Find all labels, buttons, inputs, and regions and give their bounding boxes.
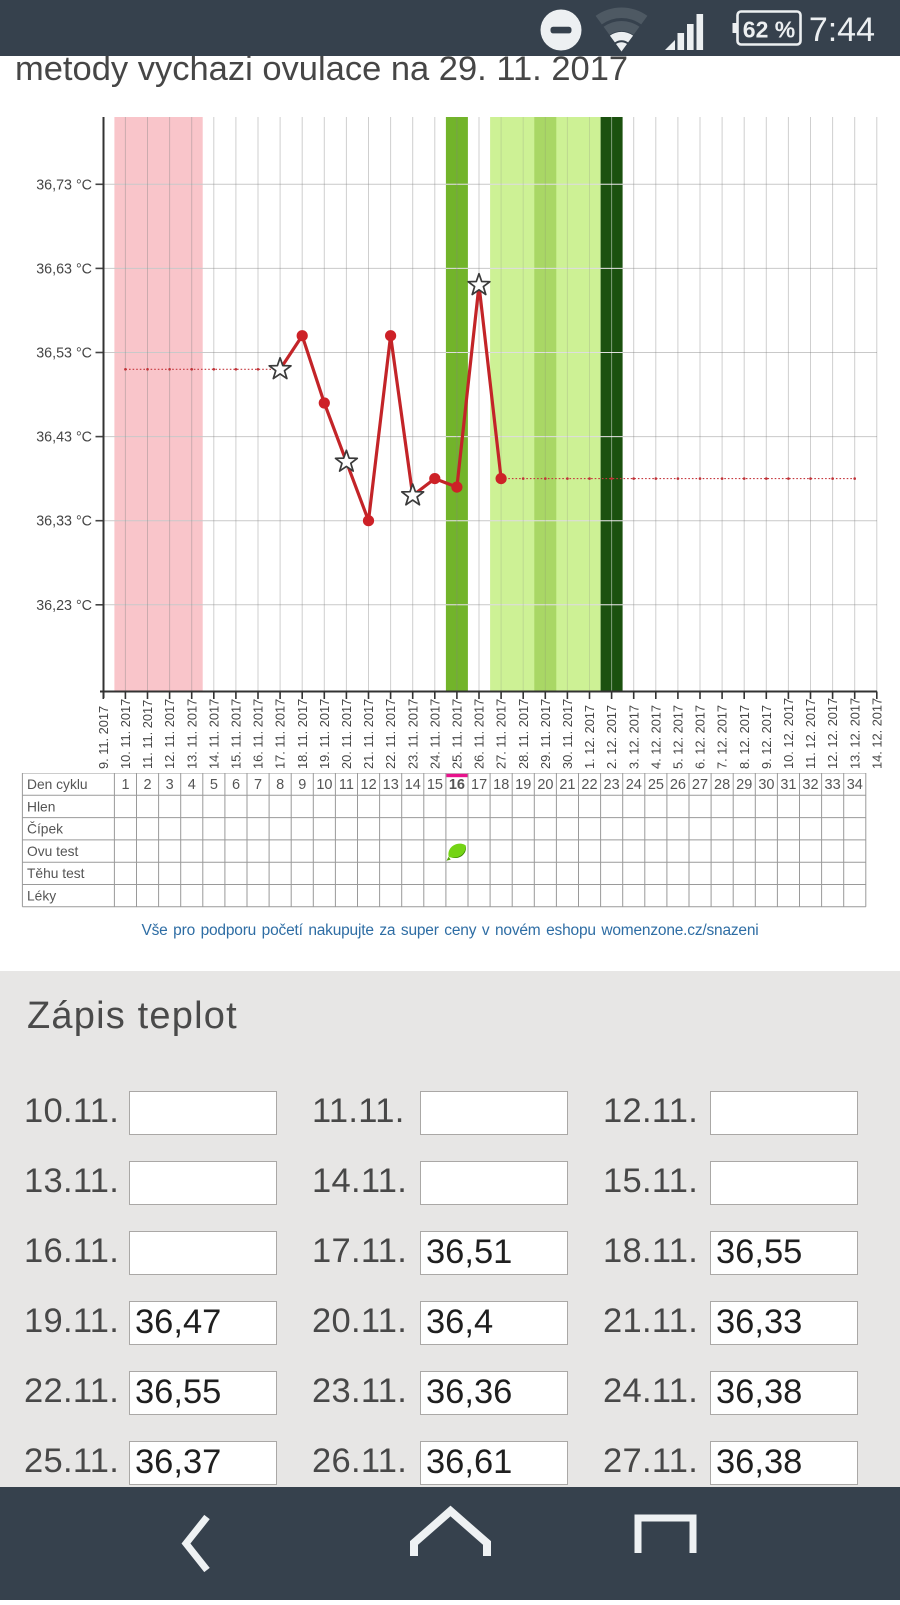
svg-text:24. 11. 2017: 24. 11. 2017 [427,699,442,769]
svg-text:14. 12. 2017: 14. 12. 2017 [869,698,884,769]
svg-text:10. 11. 2017: 10. 11. 2017 [118,699,133,769]
svg-text:8: 8 [276,777,284,793]
svg-text:17: 17 [471,777,487,793]
svg-text:27. 11. 2017: 27. 11. 2017 [494,699,509,769]
svg-text:4: 4 [188,777,196,793]
svg-text:4. 12. 2017: 4. 12. 2017 [648,705,663,769]
svg-text:25: 25 [648,777,664,793]
svg-text:18: 18 [493,777,509,793]
svg-text:36,73 °C: 36,73 °C [36,177,92,193]
svg-text:14: 14 [405,777,421,793]
svg-text:7: 7 [254,777,262,793]
svg-text:29. 11. 2017: 29. 11. 2017 [538,699,553,769]
svg-text:17. 11. 2017: 17. 11. 2017 [273,699,288,769]
svg-text:3. 12. 2017: 3. 12. 2017 [626,705,641,769]
svg-text:5. 12. 2017: 5. 12. 2017 [671,705,686,769]
svg-text:26: 26 [670,777,686,793]
svg-text:Léky: Léky [27,888,56,903]
svg-text:25. 11. 2017: 25. 11. 2017 [450,699,465,769]
svg-text:12. 12. 2017: 12. 12. 2017 [825,698,840,769]
svg-text:Čípek: Čípek [27,820,63,836]
svg-text:34: 34 [847,777,863,793]
svg-text:21: 21 [559,777,575,793]
svg-text:8. 12. 2017: 8. 12. 2017 [737,705,752,769]
svg-text:2. 12. 2017: 2. 12. 2017 [604,705,619,769]
svg-text:10: 10 [316,777,332,793]
svg-text:62 %: 62 % [743,17,795,43]
svg-text:36,63 °C: 36,63 °C [36,261,92,277]
svg-text:20: 20 [537,777,553,793]
svg-text:16: 16 [449,777,465,793]
svg-text:7:44: 7:44 [809,11,875,49]
svg-text:Ovu test: Ovu test [27,843,79,858]
svg-text:6: 6 [232,777,240,793]
svg-text:31: 31 [780,777,796,793]
svg-text:11. 11. 2017: 11. 11. 2017 [140,700,155,769]
svg-text:30. 11. 2017: 30. 11. 2017 [560,699,575,769]
svg-text:10. 12. 2017: 10. 12. 2017 [781,698,796,769]
svg-text:33: 33 [825,777,841,793]
svg-text:36,33 °C: 36,33 °C [36,514,92,530]
svg-text:19. 11. 2017: 19. 11. 2017 [317,699,332,769]
svg-text:36,53 °C: 36,53 °C [36,346,92,362]
svg-text:5: 5 [210,777,218,793]
svg-text:Těhu test: Těhu test [27,866,85,881]
svg-text:36,43 °C: 36,43 °C [36,430,92,446]
svg-text:27: 27 [692,777,708,793]
svg-text:22. 11. 2017: 22. 11. 2017 [383,699,398,769]
svg-text:7. 12. 2017: 7. 12. 2017 [715,705,730,769]
svg-text:2: 2 [144,777,152,793]
svg-text:13. 11. 2017: 13. 11. 2017 [184,699,199,769]
svg-text:1: 1 [121,777,129,793]
svg-text:15: 15 [427,777,443,793]
svg-text:11: 11 [339,777,354,793]
svg-text:6. 12. 2017: 6. 12. 2017 [693,705,708,769]
svg-text:28: 28 [714,777,730,793]
svg-text:16. 11. 2017: 16. 11. 2017 [251,699,266,769]
svg-text:12. 11. 2017: 12. 11. 2017 [162,699,177,769]
svg-text:28. 11. 2017: 28. 11. 2017 [516,699,531,769]
svg-text:18. 11. 2017: 18. 11. 2017 [295,699,310,769]
svg-text:11. 12. 2017: 11. 12. 2017 [803,699,818,769]
svg-text:15. 11. 2017: 15. 11. 2017 [229,699,244,769]
svg-text:9: 9 [298,777,306,793]
svg-text:13: 13 [383,777,399,793]
svg-text:14. 11. 2017: 14. 11. 2017 [206,699,221,769]
svg-text:32: 32 [802,777,818,793]
svg-text:12: 12 [361,777,377,793]
svg-text:13. 12. 2017: 13. 12. 2017 [847,698,862,769]
svg-text:26. 11. 2017: 26. 11. 2017 [472,699,487,769]
svg-text:24: 24 [626,777,642,793]
svg-text:20. 11. 2017: 20. 11. 2017 [339,699,354,769]
svg-text:1. 12. 2017: 1. 12. 2017 [582,705,597,769]
svg-text:Den cyklu: Den cyklu [27,777,88,792]
svg-text:19: 19 [515,777,531,793]
svg-text:22: 22 [581,777,597,793]
svg-text:23: 23 [604,777,620,793]
svg-text:30: 30 [758,777,774,793]
svg-text:Hlen: Hlen [27,799,55,814]
svg-text:21. 11. 2017: 21. 11. 2017 [361,699,376,769]
svg-text:36,23 °C: 36,23 °C [36,598,92,614]
svg-text:9. 12. 2017: 9. 12. 2017 [759,705,774,769]
svg-text:23. 11. 2017: 23. 11. 2017 [405,699,420,769]
svg-text:3: 3 [166,777,174,793]
svg-text:9. 11. 2017: 9. 11. 2017 [96,706,111,769]
svg-text:29: 29 [736,777,752,793]
